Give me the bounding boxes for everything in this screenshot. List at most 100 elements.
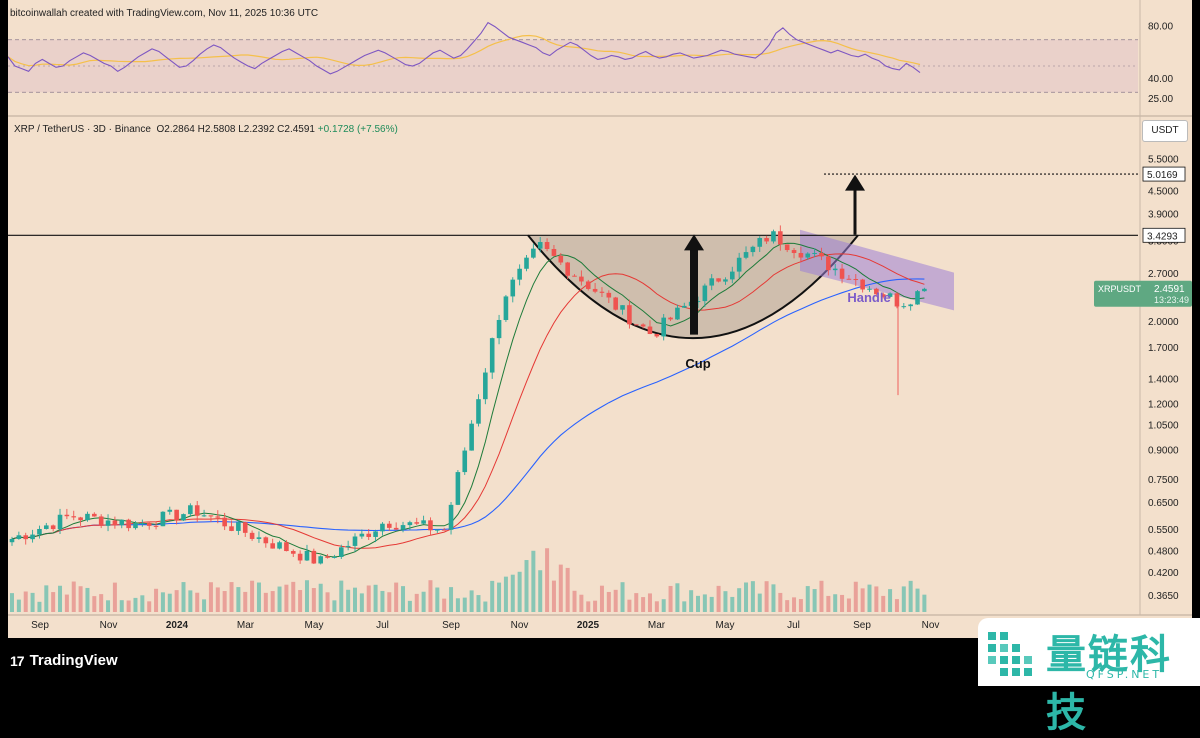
volume-bar <box>64 594 69 612</box>
candle-body <box>112 520 118 526</box>
candle-body <box>771 231 776 242</box>
candle-body <box>167 509 173 512</box>
volume-bar <box>867 584 872 612</box>
volume-bar <box>414 593 419 612</box>
volume-bar <box>421 591 426 612</box>
price-tick-label: 0.6500 <box>1148 498 1179 509</box>
time-tick-label: Sep <box>853 620 871 631</box>
level-tag-box <box>1142 166 1186 182</box>
candle-body <box>160 511 166 527</box>
time-tick-label: Sep <box>442 620 460 631</box>
volume-bar <box>675 583 680 612</box>
candle-body <box>846 278 852 280</box>
candle-body <box>880 294 886 297</box>
candle-body <box>448 504 454 530</box>
volume-bar <box>833 594 838 612</box>
volume-bar <box>510 574 515 612</box>
volume-bar <box>586 601 591 612</box>
volume-bar <box>737 588 742 612</box>
time-tick-label: Nov <box>511 620 529 631</box>
candle-body <box>743 252 749 258</box>
candle-body <box>263 537 269 544</box>
volume-bar <box>263 592 268 612</box>
volume-bar <box>462 597 467 612</box>
chart-svg[interactable]: 80.0040.0025.005.50004.50003.90003.30002… <box>8 0 1192 638</box>
candle-body <box>874 288 879 295</box>
volume-bar <box>126 600 131 612</box>
volume-bar <box>654 601 659 612</box>
volume-bar <box>579 594 584 612</box>
candle-body <box>249 532 255 539</box>
volume-bar <box>922 594 927 612</box>
candle-body <box>256 537 262 539</box>
volume-bar <box>517 571 522 612</box>
cup-outline <box>527 234 859 340</box>
volume-bar <box>565 567 570 612</box>
rsi-ma-line <box>8 34 921 67</box>
volume-bar <box>37 601 42 612</box>
volume-bar <box>119 600 124 612</box>
volume-bar <box>901 586 906 612</box>
volume-bar <box>359 593 364 612</box>
candle-body <box>661 317 666 337</box>
volume-bar <box>58 585 63 612</box>
price-tick-label: 0.7500 <box>1148 475 1179 486</box>
candle-body <box>64 514 70 517</box>
volume-bar <box>805 586 810 612</box>
candle-body <box>654 333 660 337</box>
time-tick-label: May <box>716 620 735 631</box>
volume-bar <box>23 591 28 612</box>
candle-body <box>681 305 687 308</box>
volume-bar <box>716 585 721 612</box>
volume-bar <box>689 590 694 612</box>
price-tick-label: 2.7000 <box>1148 269 1179 280</box>
candle-body <box>242 522 248 533</box>
volume-bar <box>874 586 879 612</box>
candle-body <box>709 278 715 286</box>
volume-bar <box>195 592 200 612</box>
volume-bar <box>346 589 351 612</box>
candle-body <box>606 292 612 298</box>
volume-bar <box>812 589 817 612</box>
price-tick-label: 1.0500 <box>1148 421 1179 432</box>
volume-bar <box>709 596 714 612</box>
candle-body <box>675 307 680 320</box>
volume-bar <box>661 599 666 612</box>
candle-body <box>414 522 420 524</box>
volume-bar <box>792 597 797 612</box>
ohlc-open: O2.2864 <box>156 124 195 135</box>
volume-bar <box>380 590 385 612</box>
symbol-label[interactable]: XRP / TetherUS · 3D · Binance <box>14 124 151 135</box>
candle-body <box>784 244 790 251</box>
candle-body <box>531 248 536 258</box>
candle-body <box>887 293 893 297</box>
volume-bar <box>51 592 56 612</box>
volume-bar <box>222 591 227 612</box>
candle-body <box>30 534 35 540</box>
candle-body <box>853 279 859 281</box>
level-tag-label: 5.0169 <box>1147 170 1178 181</box>
candle-body <box>393 527 399 530</box>
price-tick-label: 0.4800 <box>1148 547 1179 558</box>
candle-body <box>730 271 735 280</box>
ma-long-line <box>11 278 925 540</box>
candle-body <box>71 516 77 518</box>
time-tick-label: May <box>305 620 324 631</box>
volume-bar <box>538 570 543 612</box>
currency-button[interactable]: USDT <box>1142 120 1188 142</box>
tradingview-mark-icon: 17 <box>10 652 25 669</box>
candle-body <box>304 550 310 561</box>
ohlc-low: L2.2392 <box>238 124 275 135</box>
tradingview-logo[interactable]: 17 TradingView <box>10 652 118 669</box>
chart-area[interactable]: 80.0040.0025.005.50004.50003.90003.30002… <box>8 0 1192 638</box>
candle-body <box>50 525 56 530</box>
ohlc-close: C2.4591 <box>277 124 315 135</box>
volume-bar <box>572 590 577 612</box>
volume-bar <box>407 600 412 612</box>
volume-bar <box>99 594 104 612</box>
volume-bar <box>696 595 700 612</box>
price-tick-label: 4.5000 <box>1148 187 1179 198</box>
volume-bar <box>785 600 790 612</box>
candle-body <box>503 296 509 320</box>
candle-body <box>620 305 625 310</box>
